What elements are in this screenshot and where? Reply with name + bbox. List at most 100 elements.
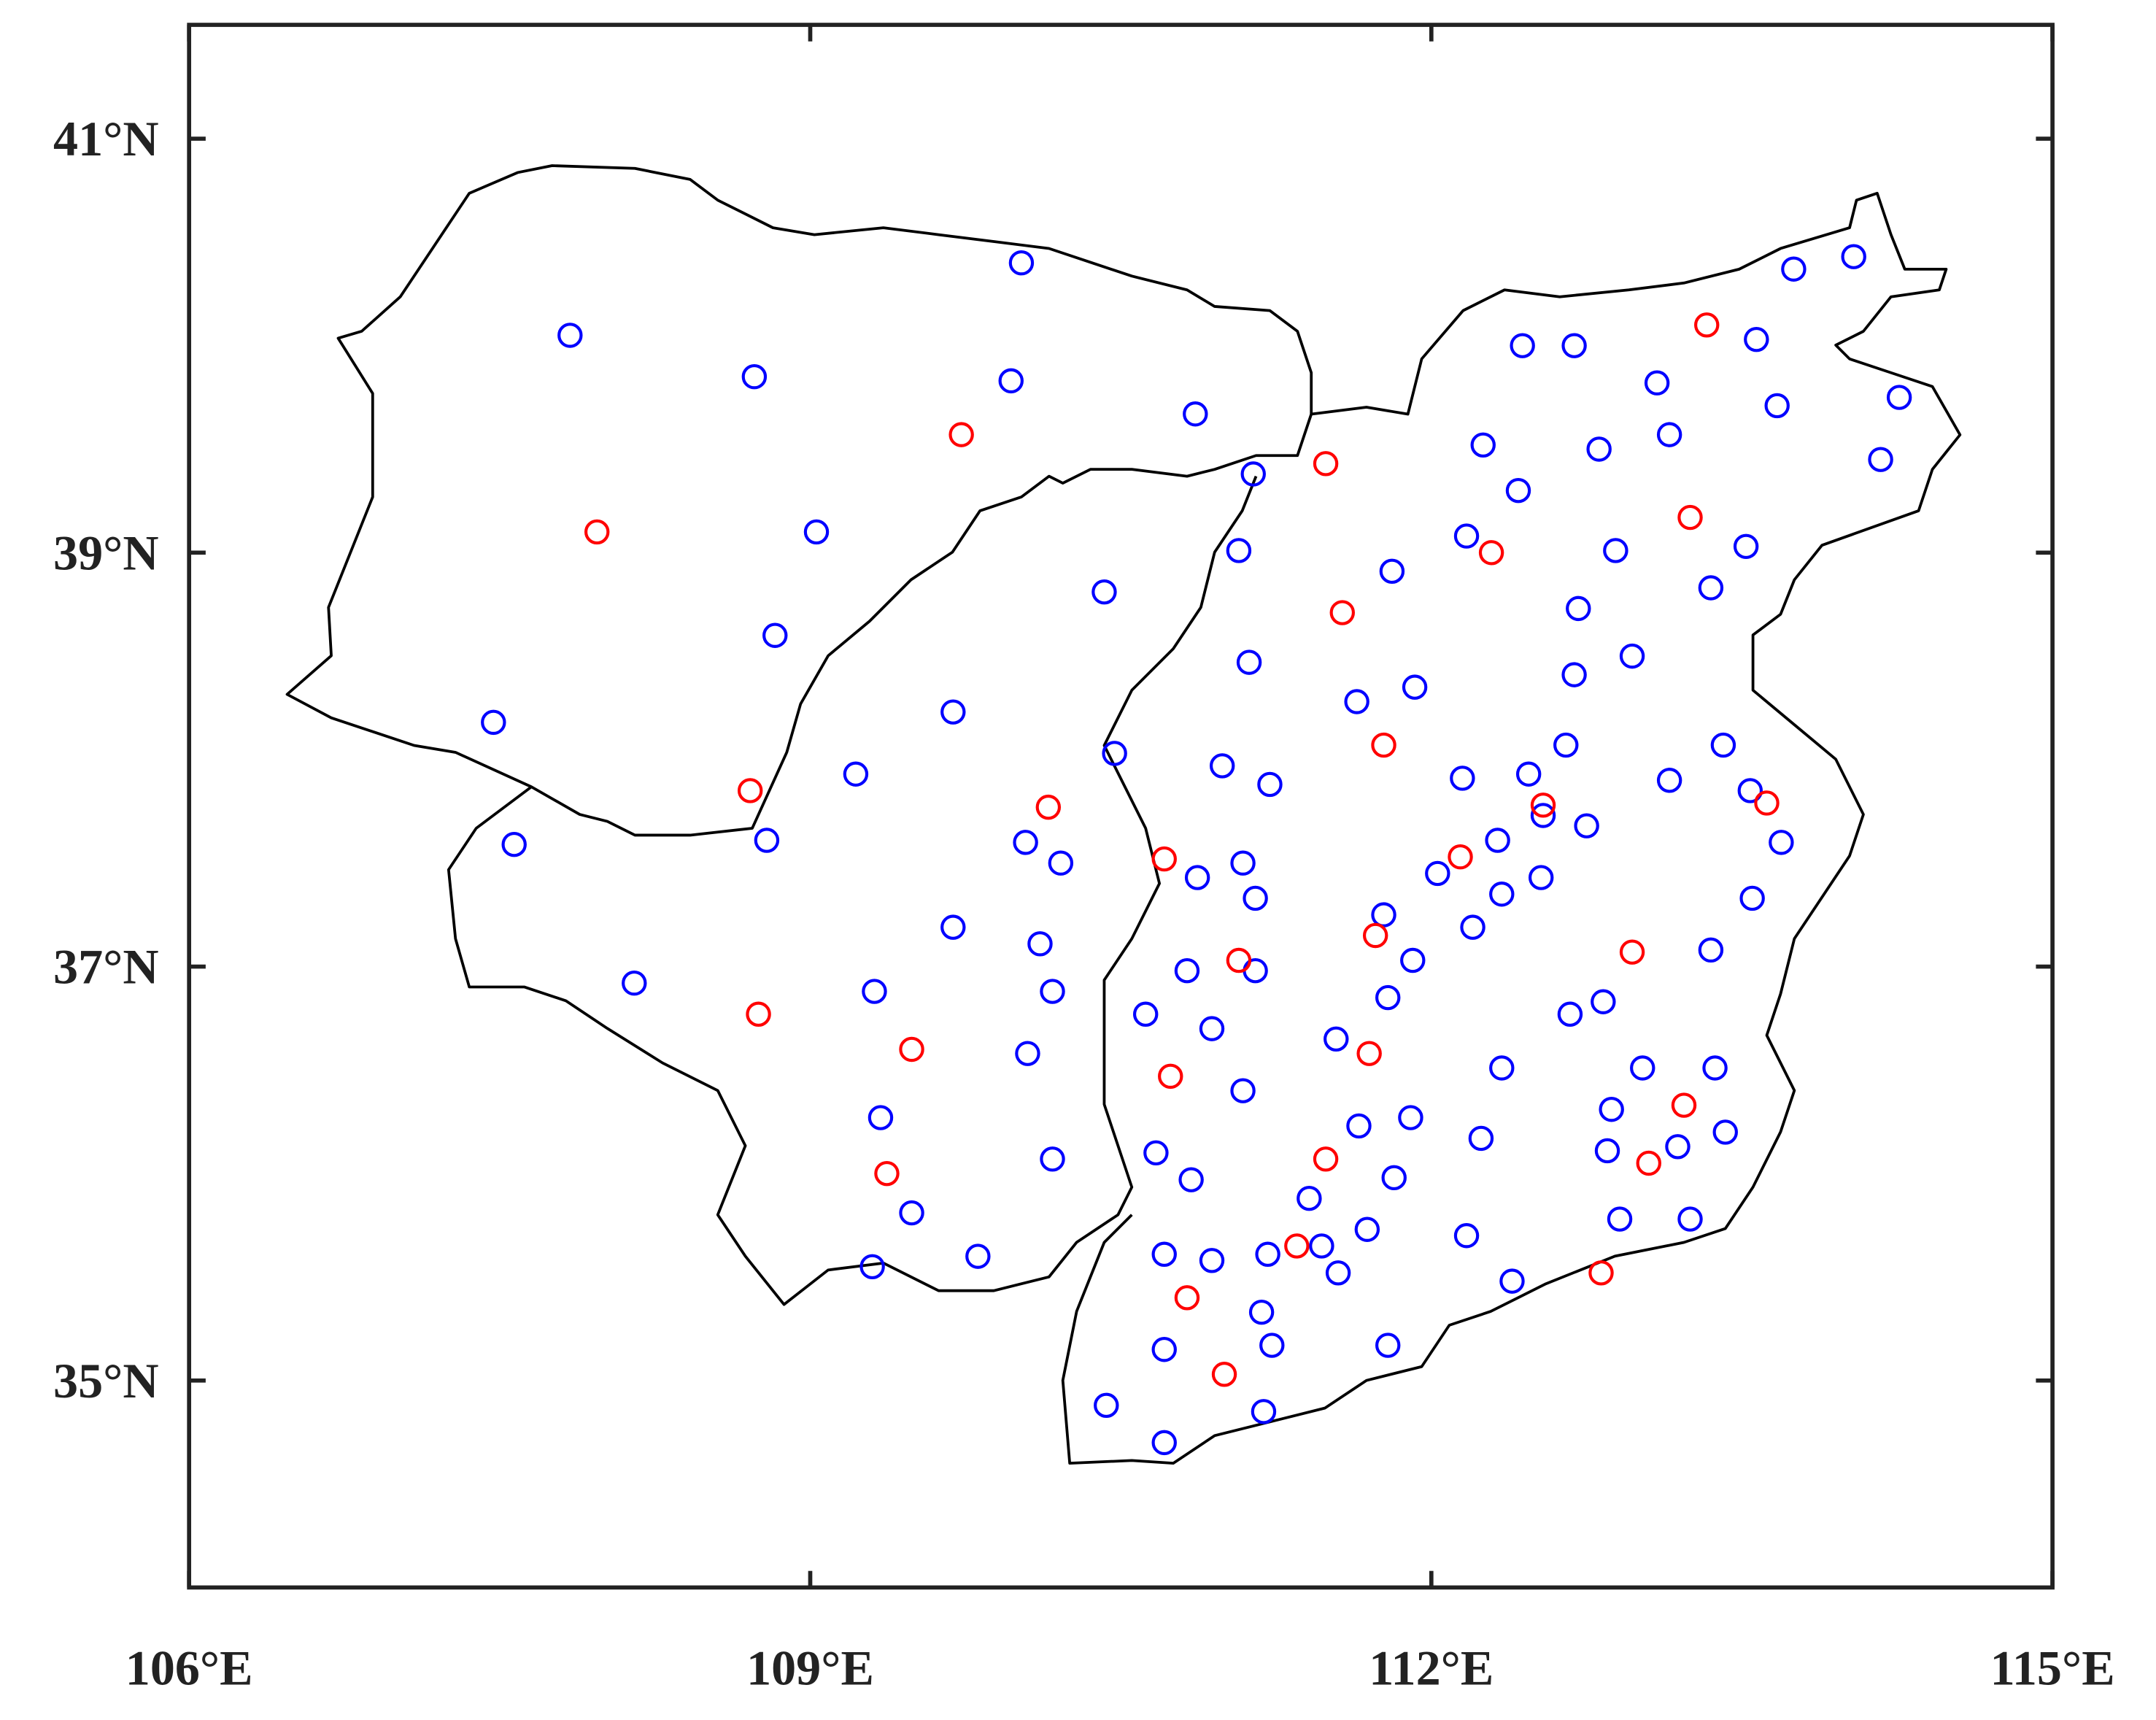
station-marker <box>1230 1078 1256 1103</box>
station-marker <box>557 323 583 348</box>
station-marker <box>1505 477 1531 504</box>
station-marker <box>998 368 1024 394</box>
station-marker <box>1151 1337 1177 1362</box>
station-marker <box>1243 885 1268 911</box>
y-tick-label: 35°N <box>53 1353 159 1408</box>
station-marker <box>1739 885 1765 911</box>
station-marker <box>1553 732 1579 758</box>
station-marker <box>754 828 780 853</box>
station-marker <box>1259 1333 1285 1358</box>
station-marker <box>1027 931 1053 957</box>
station-marker <box>1619 939 1645 965</box>
station-marker <box>1211 1362 1237 1387</box>
station-marker <box>1183 401 1208 427</box>
boundary-east <box>1061 191 1962 1465</box>
station-marker <box>874 1160 900 1187</box>
station-marker <box>1379 558 1405 585</box>
station-marker <box>1325 1260 1351 1286</box>
station-marker <box>1603 538 1628 563</box>
station-marker <box>622 971 647 996</box>
station-marker <box>1769 830 1794 855</box>
station-marker <box>1868 447 1893 472</box>
station-marker <box>1143 1140 1169 1166</box>
station-marker <box>1158 1063 1183 1090</box>
station-marker <box>1048 850 1074 876</box>
station-marker <box>1702 1055 1728 1081</box>
station-marker <box>1698 575 1724 601</box>
station-marker <box>1371 902 1396 928</box>
station-marker <box>1453 1223 1480 1249</box>
station-marker <box>1671 1092 1697 1118</box>
station-marker <box>1402 674 1428 700</box>
station-marker <box>1561 662 1587 687</box>
station-marker <box>1510 333 1535 358</box>
boundary-south <box>447 475 1258 1306</box>
station-marker <box>1375 984 1401 1011</box>
station-marker <box>1362 922 1388 949</box>
station-marker <box>1243 957 1268 984</box>
station-marker <box>1468 1125 1494 1152</box>
station-marker <box>1375 1333 1401 1358</box>
y-tick-label: 41°N <box>53 111 159 166</box>
station-marker <box>1015 1041 1040 1066</box>
station-marker <box>1710 732 1736 758</box>
station-marker <box>741 363 768 390</box>
station-marker <box>1230 850 1256 876</box>
station-marker <box>1381 1165 1407 1191</box>
station-marker <box>899 1200 924 1226</box>
station-marker <box>584 519 610 545</box>
station-marker <box>1841 244 1866 269</box>
station-marker <box>1094 1392 1119 1419</box>
station-marker <box>1733 533 1759 559</box>
station-marker <box>1251 1399 1277 1424</box>
station-marker <box>1591 989 1616 1014</box>
station-marker <box>1297 1185 1322 1211</box>
station-marker <box>1698 937 1724 963</box>
y-tick-label: 39°N <box>53 525 159 580</box>
station-marker <box>1313 1146 1339 1172</box>
station-marker <box>1371 732 1396 758</box>
station-marker <box>1754 790 1780 816</box>
station-marker <box>1226 538 1252 563</box>
station-marker <box>1453 523 1480 549</box>
station-marker <box>1644 370 1670 396</box>
boundary-north <box>285 164 1313 837</box>
station-marker <box>803 519 830 545</box>
station-marker <box>1398 1105 1423 1130</box>
station-marker <box>737 778 763 803</box>
station-marker <box>1515 761 1542 787</box>
station-marker <box>1040 1146 1065 1172</box>
station-marker <box>1636 1150 1661 1176</box>
station-marker <box>1530 803 1556 828</box>
station-marker <box>1400 947 1426 973</box>
station-marker <box>1566 595 1591 622</box>
boundaries <box>285 164 1962 1465</box>
station-marker <box>1656 422 1682 447</box>
station-marker <box>1886 385 1912 410</box>
station-marker <box>1478 540 1504 566</box>
station-marker <box>1594 1138 1620 1164</box>
station-marker <box>481 709 506 736</box>
station-marker <box>1346 1113 1372 1139</box>
station-marker <box>1665 1134 1691 1160</box>
station-marker <box>1102 741 1127 766</box>
station-marker <box>1470 432 1496 458</box>
x-tick-label: 115°E <box>1990 1640 2115 1695</box>
station-marker <box>1607 1206 1633 1232</box>
station-marker <box>1354 1216 1380 1242</box>
station-marker <box>1324 1026 1349 1052</box>
station-marker <box>1619 643 1645 669</box>
station-marker <box>1630 1055 1655 1081</box>
station-marker <box>940 914 966 940</box>
station-marker <box>1460 914 1485 940</box>
station-marker <box>1226 947 1252 973</box>
x-tick-label: 106°E <box>125 1640 253 1695</box>
station-marker <box>1450 765 1475 791</box>
station-marker <box>1448 844 1473 870</box>
station-marker <box>868 1105 894 1130</box>
station-marker <box>1530 792 1556 818</box>
station-marker <box>1344 689 1369 714</box>
station-marker <box>1561 333 1587 358</box>
station-marker <box>1764 393 1790 419</box>
station-marker <box>843 761 869 787</box>
